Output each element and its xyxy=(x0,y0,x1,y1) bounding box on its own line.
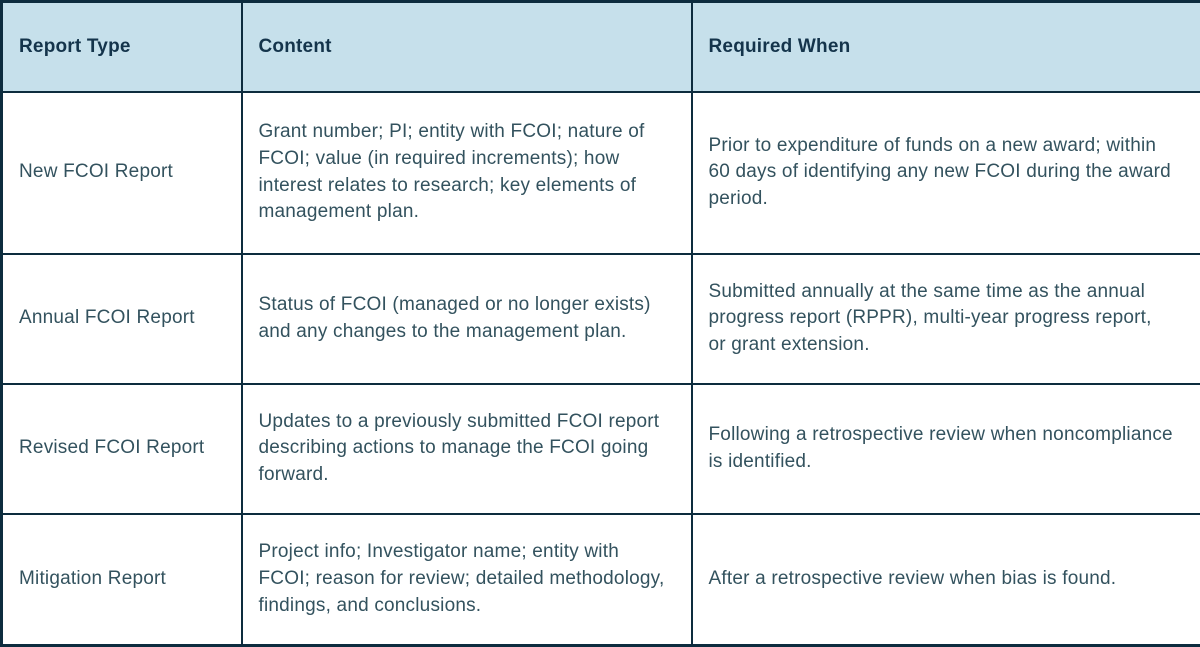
column-header-content: Content xyxy=(242,2,692,92)
column-header-report-type: Report Type xyxy=(2,2,242,92)
table-header-row: Report Type Content Required When xyxy=(2,2,1200,92)
table-row: Revised FCOI Report Updates to a previou… xyxy=(2,384,1200,514)
report-type-cell: New FCOI Report xyxy=(2,92,242,254)
column-header-required-when: Required When xyxy=(692,2,1200,92)
content-cell: Grant number; PI; entity with FCOI; natu… xyxy=(242,92,692,254)
table-row: Annual FCOI Report Status of FCOI (manag… xyxy=(2,254,1200,384)
report-type-cell: Revised FCOI Report xyxy=(2,384,242,514)
table-row: New FCOI Report Grant number; PI; entity… xyxy=(2,92,1200,254)
table-row: Mitigation Report Project info; Investig… xyxy=(2,514,1200,646)
content-cell: Project info; Investigator name; entity … xyxy=(242,514,692,646)
required-when-cell: Prior to expenditure of funds on a new a… xyxy=(692,92,1200,254)
content-cell: Status of FCOI (managed or no longer exi… xyxy=(242,254,692,384)
report-type-cell: Annual FCOI Report xyxy=(2,254,242,384)
required-when-cell: Submitted annually at the same time as t… xyxy=(692,254,1200,384)
report-type-cell: Mitigation Report xyxy=(2,514,242,646)
required-when-cell: After a retrospective review when bias i… xyxy=(692,514,1200,646)
required-when-cell: Following a retrospective review when no… xyxy=(692,384,1200,514)
content-cell: Updates to a previously submitted FCOI r… xyxy=(242,384,692,514)
